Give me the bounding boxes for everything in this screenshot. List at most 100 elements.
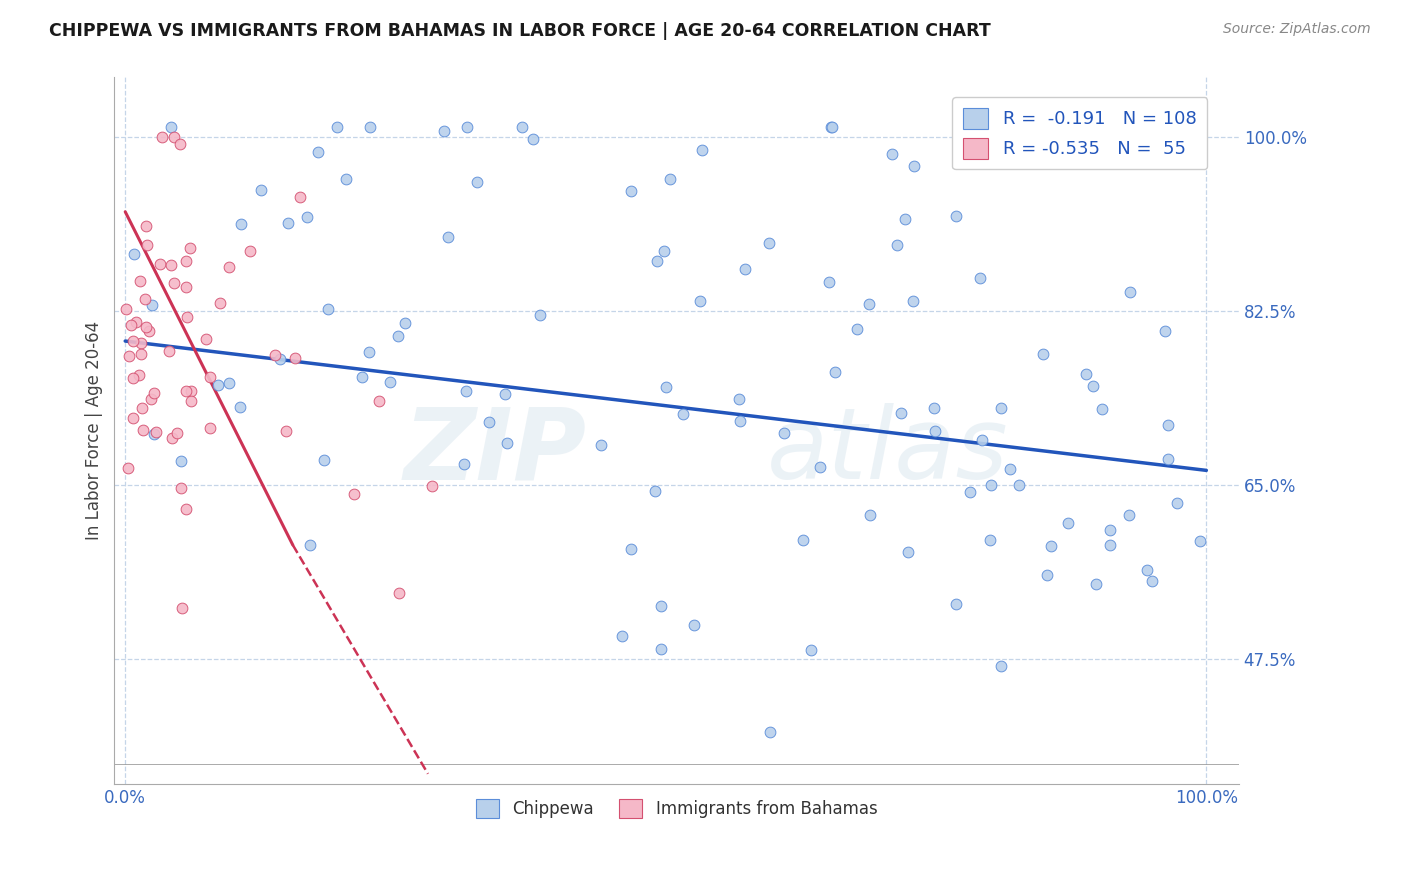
Point [138,324,160,338]
Point [135,219,157,233]
Point [659,171,682,186]
Point [378,375,401,389]
Point [264,348,287,362]
Point [922,401,945,416]
Point [179,241,201,255]
Point [174,253,197,268]
Text: CHIPPEWA VS IMMIGRANTS FROM BAHAMAS IN LABOR FORCE | AGE 20-64 CORRELATION CHART: CHIPPEWA VS IMMIGRANTS FROM BAHAMAS IN L… [49,22,991,40]
Point [645,254,668,268]
Point [1081,379,1104,393]
Point [176,310,198,324]
Point [231,217,253,231]
Point [1036,567,1059,582]
Point [1118,508,1140,523]
Point [132,423,155,437]
Point [218,260,240,275]
Point [858,296,880,310]
Point [529,308,551,322]
Point [122,411,145,425]
Point [150,130,173,145]
Point [198,369,221,384]
Point [1040,539,1063,553]
Point [456,384,478,399]
Point [350,369,373,384]
Point [394,316,416,330]
Point [174,384,197,398]
Point [494,387,516,401]
Point [945,209,967,223]
Point [477,415,499,429]
Point [134,292,156,306]
Legend: Chippewa, Immigrants from Bahamas: Chippewa, Immigrants from Bahamas [470,792,884,825]
Point [496,435,519,450]
Point [522,132,544,146]
Point [644,483,666,498]
Point [818,276,841,290]
Point [821,120,844,135]
Point [620,184,643,198]
Point [897,544,920,558]
Point [343,486,366,500]
Point [1136,563,1159,577]
Point [846,322,869,336]
Point [1074,367,1097,381]
Point [672,407,695,421]
Point [160,120,183,135]
Point [277,215,299,229]
Point [800,643,823,657]
Point [359,120,381,135]
Point [890,406,912,420]
Point [1166,496,1188,510]
Point [689,294,711,309]
Point [118,349,141,363]
Text: atlas: atlas [766,403,1008,500]
Point [149,257,172,271]
Point [456,120,478,135]
Point [335,171,357,186]
Point [610,629,633,643]
Point [859,508,882,522]
Point [893,211,915,226]
Point [792,533,814,548]
Point [316,302,339,317]
Point [169,136,191,151]
Point [229,400,252,414]
Point [122,334,145,348]
Point [128,368,150,382]
Point [124,247,146,261]
Point [1091,401,1114,416]
Point [180,384,202,398]
Point [269,352,291,367]
Point [359,345,381,359]
Point [728,392,751,406]
Point [655,380,678,394]
Point [135,238,157,252]
Point [1057,516,1080,531]
Point [117,461,139,475]
Point [512,120,534,135]
Point [122,370,145,384]
Point [135,320,157,334]
Point [208,295,231,310]
Point [143,426,166,441]
Point [139,392,162,406]
Point [433,124,456,138]
Point [129,274,152,288]
Point [162,130,184,145]
Point [276,424,298,438]
Point [1007,478,1029,492]
Point [437,230,460,244]
Point [969,270,991,285]
Point [420,479,443,493]
Point [288,190,311,204]
Point [387,329,409,343]
Point [172,600,194,615]
Point [990,659,1012,673]
Point [1157,452,1180,467]
Point [142,386,165,401]
Point [207,378,229,392]
Text: Source: ZipAtlas.com: Source: ZipAtlas.com [1223,22,1371,37]
Point [945,597,967,611]
Point [157,343,180,358]
Point [650,599,672,614]
